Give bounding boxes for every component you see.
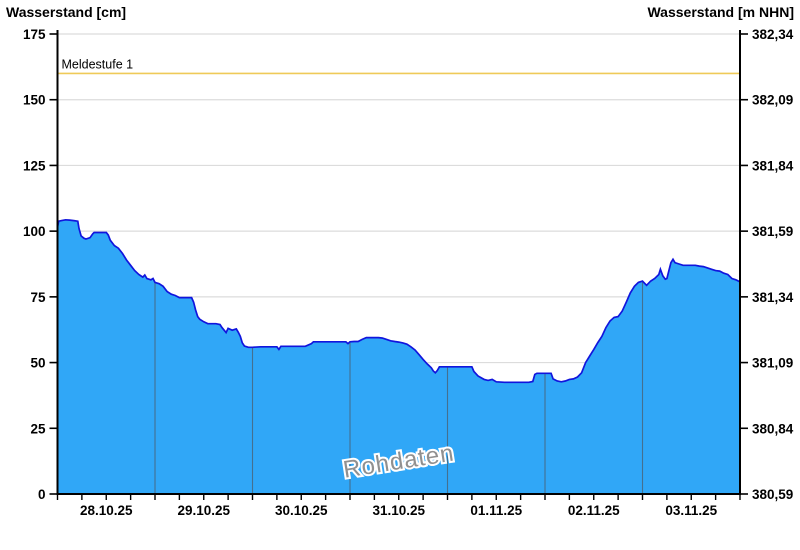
left-axis-title: Wasserstand [cm] [6,4,127,20]
right-axis-tick-label: 382,34 [752,27,794,42]
right-axis-tick-label: 380,84 [752,421,794,436]
x-axis-date-label: 03.11.25 [665,503,717,518]
right-axis-tick-label: 381,59 [752,224,793,239]
right-axis-tick-label: 381,09 [752,356,793,371]
water-level-line [56,218,741,384]
left-axis-tick-label: 175 [23,27,46,42]
x-axis-date-label: 02.11.25 [568,503,620,518]
x-axis-date-label: 31.10.25 [372,503,425,518]
left-axis-tick-label: 25 [30,421,46,436]
left-axis-tick-label: 125 [23,158,46,173]
left-axis-tick-label: 0 [38,487,46,502]
left-axis-tick-label: 50 [30,356,45,371]
right-axis-tick-label: 381,84 [752,158,794,173]
x-axis-date-label: 01.11.25 [470,503,522,518]
left-axis-tick-label: 150 [23,93,46,108]
x-axis-date-label: 29.10.25 [177,503,230,518]
right-axis-tick-label: 380,59 [752,487,793,502]
water-level-area [57,219,740,495]
right-axis-tick-label: 382,09 [752,93,793,108]
left-axis-tick-label: 100 [23,224,46,239]
x-axis-date-label: 30.10.25 [275,503,328,518]
left-axis-tick-label: 75 [30,290,46,305]
x-axis-date-label: 28.10.25 [80,503,133,518]
right-axis-tick-label: 381,34 [752,290,794,305]
threshold-label: Meldestufe 1 [62,57,134,71]
right-axis-title: Wasserstand [m NHN] [647,4,794,20]
